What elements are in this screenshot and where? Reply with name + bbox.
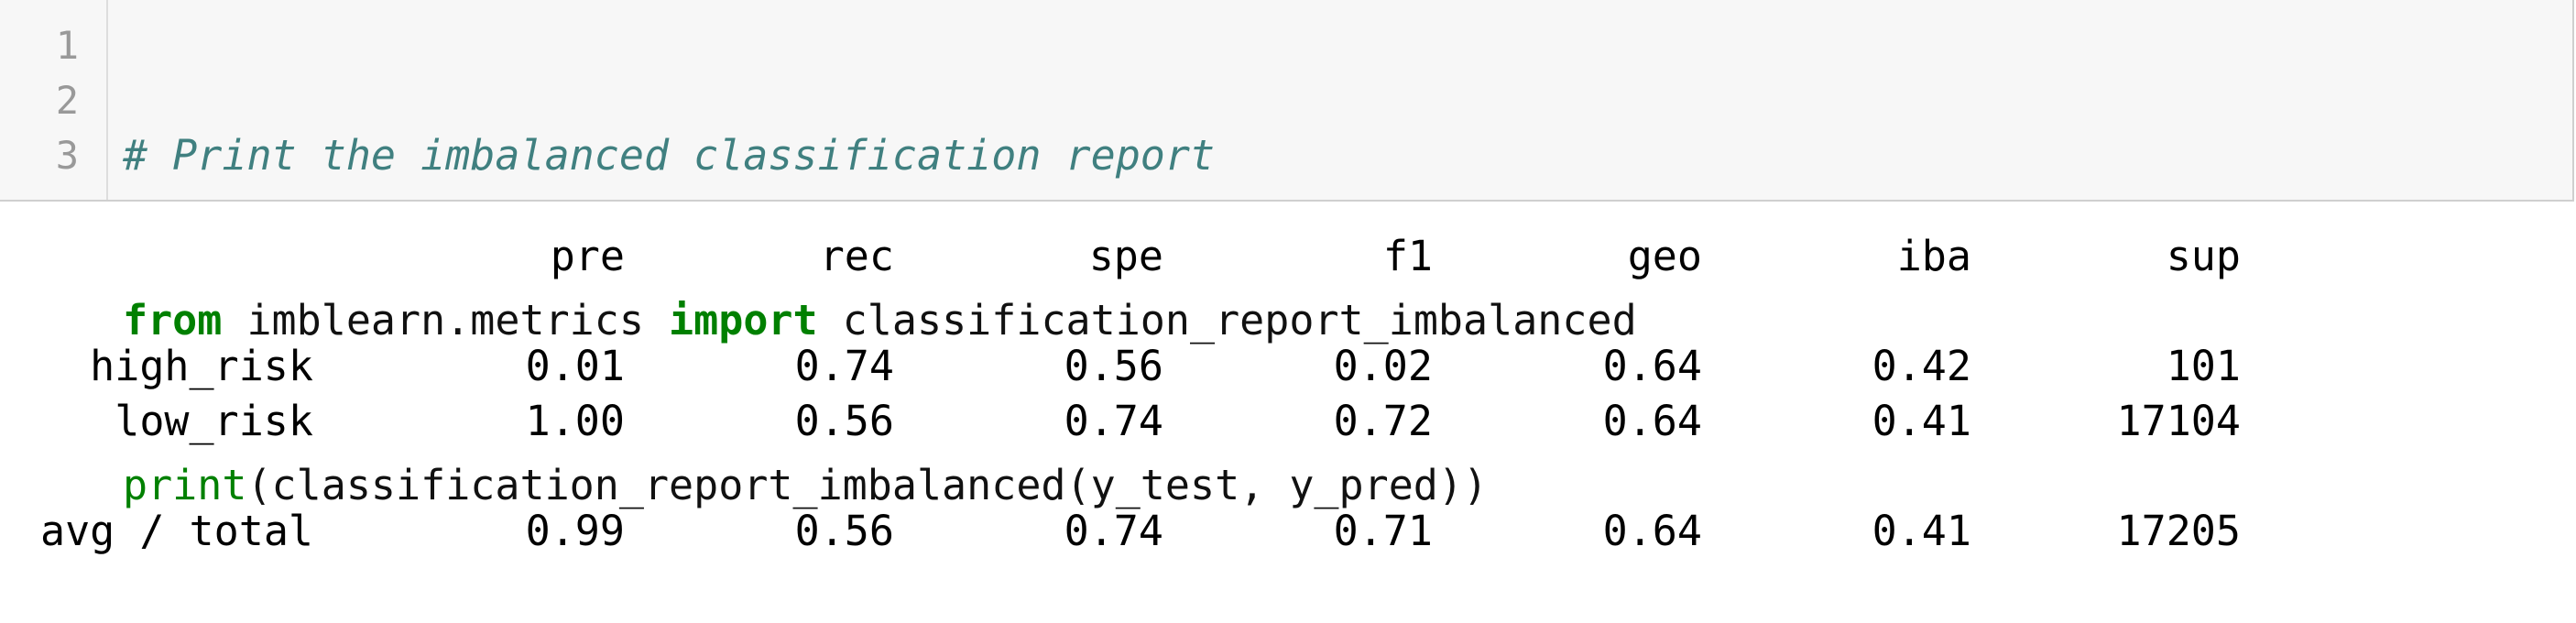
code-line-3: print(classification_report_imbalanced(y… xyxy=(123,458,1637,513)
code-cell[interactable]: 1 2 3 # Print the imbalanced classificat… xyxy=(0,0,2574,509)
code-line-2: from imblearn.metrics import classificat… xyxy=(123,293,1637,348)
cell-pre: 0.01 xyxy=(525,342,625,390)
header-sup: sup xyxy=(2166,232,2241,280)
cell-spe: 0.74 xyxy=(1064,507,1163,555)
cell-sup: 17205 xyxy=(2116,507,2241,555)
cell-rec: 0.74 xyxy=(794,342,894,390)
cell-iba: 0.41 xyxy=(1872,397,1971,445)
keyword-import: import xyxy=(669,296,818,344)
cell-sup: 17104 xyxy=(2116,397,2241,445)
cell-sup: 101 xyxy=(2166,342,2241,390)
line-number: 1 xyxy=(55,23,79,68)
cell-f1: 0.02 xyxy=(1333,342,1433,390)
line-number: 3 xyxy=(55,133,79,178)
module-name: imblearn.metrics xyxy=(222,296,670,344)
cell-spe: 0.56 xyxy=(1064,342,1163,390)
builtin-print: print xyxy=(123,461,247,509)
cell-geo: 0.64 xyxy=(1602,397,1702,445)
line-number-gutter: 1 2 3 xyxy=(0,0,108,200)
cell-f1: 0.72 xyxy=(1333,397,1433,445)
cell-pre: 0.99 xyxy=(525,507,625,555)
cell-iba: 0.42 xyxy=(1872,342,1971,390)
header-geo: geo xyxy=(1627,232,1702,280)
row-label: avg / total xyxy=(39,507,313,555)
cell-rec: 0.56 xyxy=(794,397,894,445)
header-f1: f1 xyxy=(1382,232,1433,280)
cell-pre: 1.00 xyxy=(525,397,625,445)
row-label: low_risk xyxy=(115,397,313,445)
row-label: high_risk xyxy=(90,342,313,390)
call-expression: (classification_report_imbalanced(y_test… xyxy=(246,461,1489,509)
header-spe: spe xyxy=(1088,232,1163,280)
cell-f1: 0.71 xyxy=(1333,507,1433,555)
code-line-1: # Print the imbalanced classification re… xyxy=(123,128,1637,183)
code-comment: # Print the imbalanced classification re… xyxy=(123,131,1216,180)
cell-spe: 0.74 xyxy=(1064,397,1163,445)
cell-iba: 0.41 xyxy=(1872,507,1971,555)
header-rec: rec xyxy=(819,232,894,280)
imported-name: classification_report_imbalanced xyxy=(817,296,1637,344)
line-number: 2 xyxy=(55,78,79,123)
code-editor[interactable]: # Print the imbalanced classification re… xyxy=(123,18,1637,623)
cell-geo: 0.64 xyxy=(1602,507,1702,555)
header-pre: pre xyxy=(550,232,625,280)
header-iba: iba xyxy=(1896,232,1971,280)
cell-rec: 0.56 xyxy=(794,507,894,555)
keyword-from: from xyxy=(123,296,223,344)
cell-geo: 0.64 xyxy=(1602,342,1702,390)
